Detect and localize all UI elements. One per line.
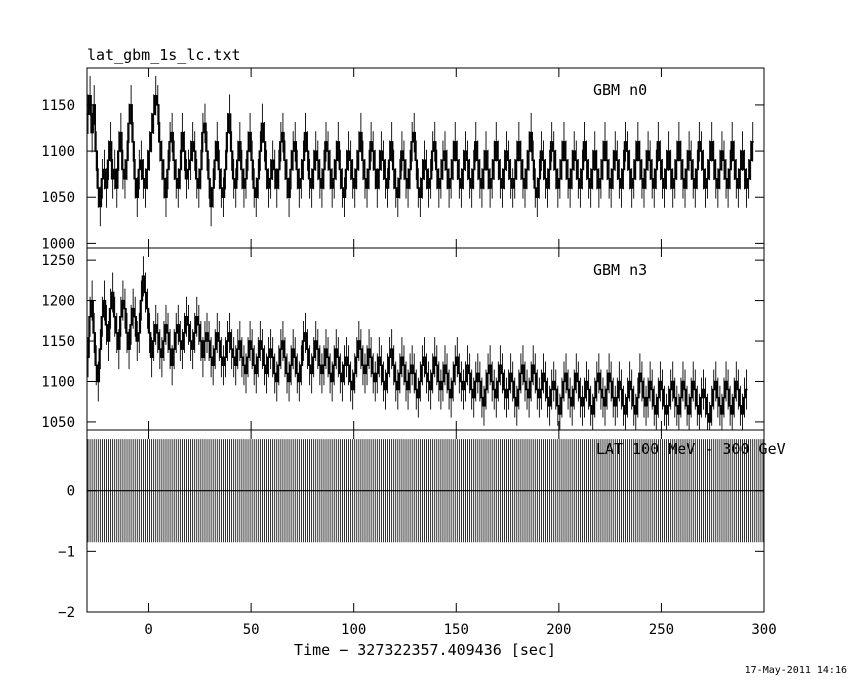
x-tick-label: 150 (444, 622, 469, 638)
y-tick-label: −1 (58, 544, 75, 560)
y-tick-label: 0 (67, 484, 75, 500)
y-tick-label: −2 (58, 605, 75, 621)
y-tick-label: 1100 (41, 144, 75, 160)
panel-label: GBM n0 (593, 81, 647, 99)
panel-gbm-n3: 1050 1100 1150 1200 1250 GBM n3 (41, 247, 765, 431)
y-tick-label: 1000 (41, 236, 75, 252)
y-tick-label: 1250 (41, 253, 75, 269)
light-curve-series (87, 94, 754, 208)
light-curve-series (87, 275, 748, 423)
y-tick-label: 1100 (41, 374, 75, 390)
error-bars (87, 75, 754, 227)
x-tick-label: 0 (144, 622, 152, 638)
x-tick-label: 250 (649, 622, 674, 638)
chart-title: lat_gbm_1s_lc.txt (87, 46, 241, 64)
x-axis-label: Time − 327322357.409436 [sec] (294, 641, 556, 659)
panel-frame (86, 429, 765, 613)
timestamp: 17-May-2011 14:16 (745, 665, 847, 676)
y-tick-label: 1150 (41, 334, 75, 350)
x-tick-label: 100 (341, 622, 366, 638)
panel-label: LAT 100 MeV - 300 GeV (596, 440, 786, 458)
y-tick-label: 1050 (41, 415, 75, 431)
y-tick-label: 1050 (41, 190, 75, 206)
x-tick-label: 300 (751, 622, 776, 638)
panel-gbm-n0: 1000 1050 1100 1150 GBM n0 (41, 67, 765, 252)
x-tick-label: 50 (243, 622, 260, 638)
panel-label: GBM n3 (593, 261, 647, 279)
x-tick-label: 200 (546, 622, 571, 638)
y-tick-label: 1150 (41, 98, 75, 114)
panel-lat: −2 −1 0 LAT 100 MeV - 300 GeV (58, 429, 786, 621)
y-tick-label: 1200 (41, 294, 75, 310)
